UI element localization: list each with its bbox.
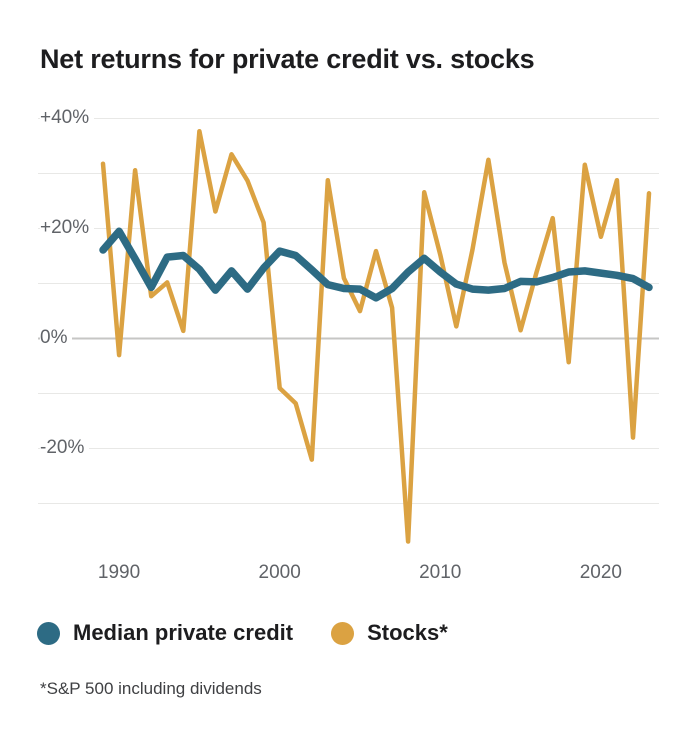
legend-item: Median private credit — [37, 620, 293, 646]
y-tick-label: +20% — [40, 218, 95, 238]
legend-item: Stocks* — [331, 620, 448, 646]
x-tick-label: 2010 — [419, 562, 462, 583]
y-tick-label: +40% — [40, 108, 95, 128]
legend-label: Median private credit — [73, 620, 294, 645]
legend: Median private credit Stocks* — [37, 620, 448, 646]
stocks-line — [100, 128, 652, 544]
x-tick-label: 2000 — [258, 562, 301, 583]
x-tick-label: 2020 — [579, 562, 622, 583]
legend-dot-icon — [37, 621, 60, 645]
legend-label: Stocks* — [367, 620, 448, 645]
y-tick-label: 0% — [40, 328, 73, 348]
y-tick-label: -20% — [40, 438, 90, 458]
chart-title: Net returns for private credit vs. stock… — [40, 44, 535, 74]
x-tick-label: 1990 — [97, 562, 141, 583]
private-credit-line — [99, 227, 653, 302]
footnote: *S&P 500 including dividends — [40, 679, 262, 698]
legend-dot-icon — [331, 621, 355, 645]
